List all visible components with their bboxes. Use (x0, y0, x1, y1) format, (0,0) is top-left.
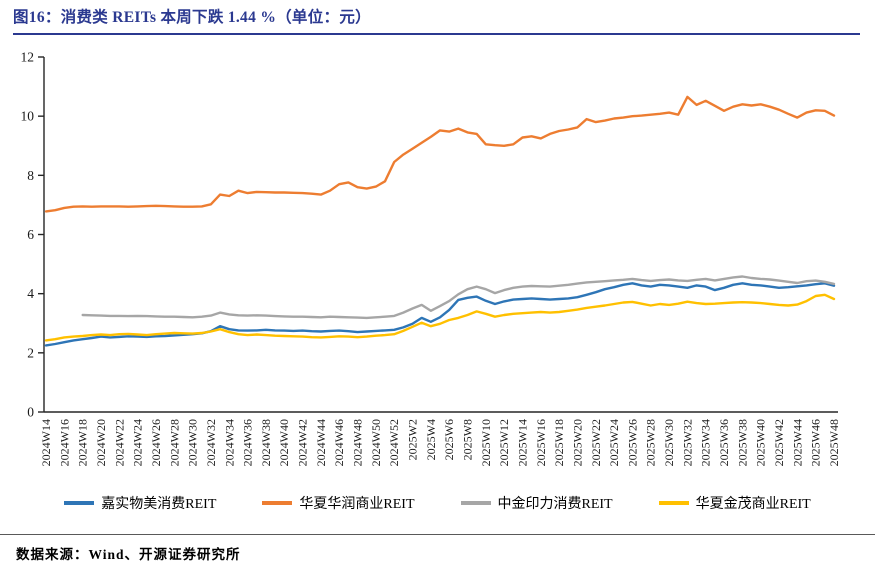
x-tick-label: 2025W26 (625, 419, 639, 466)
x-tick-label: 2025W18 (552, 419, 566, 466)
legend-item: 华夏金茂商业REIT (658, 493, 811, 513)
legend-line-swatch-icon (64, 501, 95, 505)
x-tick-label: 2025W36 (717, 419, 731, 466)
x-tick-label: 2025W16 (534, 419, 548, 466)
x-tick-label: 2024W18 (76, 419, 90, 466)
x-tick-label: 2024W30 (186, 419, 200, 466)
figure-title: 图16：消费类 REITs 本周下跌 1.44 %（单位：元） (13, 9, 371, 26)
legend-item: 中金印力消费REIT (460, 493, 613, 513)
x-tick-label: 2024W44 (314, 419, 328, 466)
x-tick-label: 2024W52 (387, 419, 401, 466)
price-line-chart: 0 2 4 6 8 10 12 2024W14 2024W16 2024W18 2024W20 202… (21, 50, 842, 467)
y-tick-label: 0 (27, 405, 34, 420)
x-tick-label: 2024W32 (204, 419, 218, 466)
x-tick-label: 2024W38 (259, 419, 273, 466)
x-tick-label: 2025W44 (790, 419, 804, 466)
legend-line-swatch-icon (262, 501, 293, 505)
x-tick-label: 2024W48 (351, 419, 365, 466)
x-tick-label: 2024W26 (149, 419, 163, 466)
x-tick-label: 2024W34 (222, 419, 236, 466)
x-tick-label: 2024W40 (277, 419, 291, 466)
x-tick-label: 2024W16 (57, 419, 71, 466)
legend-item: 华夏华润商业REIT (262, 493, 415, 513)
y-tick-label: 12 (21, 50, 35, 65)
y-tick-label: 4 (27, 286, 34, 301)
x-tick-label: 2025W2 (406, 419, 420, 460)
x-tick-label: 2025W20 (570, 419, 584, 466)
legend-label: 中金印力消费REIT (497, 497, 613, 512)
x-tick-label: 2025W30 (662, 419, 676, 466)
figure-header: 图16：消费类 REITs 本周下跌 1.44 %（单位：元） (13, 5, 860, 35)
y-tick-label: 10 (21, 109, 35, 124)
x-tick-label: 2025W38 (735, 419, 749, 466)
y-tick-label: 6 (27, 227, 34, 242)
series-line (44, 293, 836, 342)
x-tick-label: 2024W36 (241, 419, 255, 466)
legend-label: 嘉实物美消费REIT (101, 497, 217, 512)
x-tick-label: 2025W12 (497, 419, 511, 466)
series-line (44, 95, 836, 213)
x-tick-label: 2025W34 (699, 419, 713, 466)
x-tick-label: 2024W46 (332, 419, 346, 466)
x-tick-label: 2024W42 (296, 419, 310, 466)
legend-label: 华夏华润商业REIT (299, 497, 415, 512)
y-tick-label: 8 (27, 168, 34, 183)
x-tick-label: 2025W8 (460, 419, 474, 460)
x-tick-label: 2025W14 (515, 419, 529, 466)
y-tick-label: 2 (27, 345, 34, 360)
x-tick-label: 2025W6 (442, 419, 456, 460)
legend-line-swatch-icon (658, 501, 689, 505)
series-line (81, 275, 836, 320)
x-tick-label: 2025W48 (827, 419, 841, 466)
x-tick-label: 2025W4 (424, 419, 438, 460)
x-tick-label: 2025W46 (809, 419, 823, 466)
legend-line-swatch-icon (460, 501, 491, 505)
x-tick-label: 2024W14 (39, 419, 53, 466)
x-tick-label: 2024W50 (369, 419, 383, 466)
x-tick-label: 2025W10 (479, 419, 493, 466)
x-tick-label: 2024W20 (94, 419, 108, 466)
chart-legend: 嘉实物美消费REIT 华夏华润商业REIT 中金印力消费REIT 华夏金茂商业REIT (0, 493, 875, 513)
x-tick-label: 2024W24 (131, 419, 145, 466)
legend-label: 华夏金茂商业REIT (695, 497, 811, 512)
series-line (44, 282, 836, 347)
x-tick-label: 2025W42 (772, 419, 786, 466)
x-tick-label: 2025W40 (754, 419, 768, 466)
footer-divider (0, 534, 875, 535)
x-tick-label: 2025W22 (589, 419, 603, 466)
x-tick-label: 2025W28 (644, 419, 658, 466)
x-tick-label: 2024W28 (167, 419, 181, 466)
x-tick-label: 2024W22 (112, 419, 126, 466)
legend-item: 嘉实物美消费REIT (64, 493, 216, 513)
x-tick-label: 2025W32 (680, 419, 694, 466)
x-tick-label: 2025W24 (607, 419, 621, 466)
data-source-note: 数据来源：Wind、开源证券研究所 (16, 547, 241, 562)
